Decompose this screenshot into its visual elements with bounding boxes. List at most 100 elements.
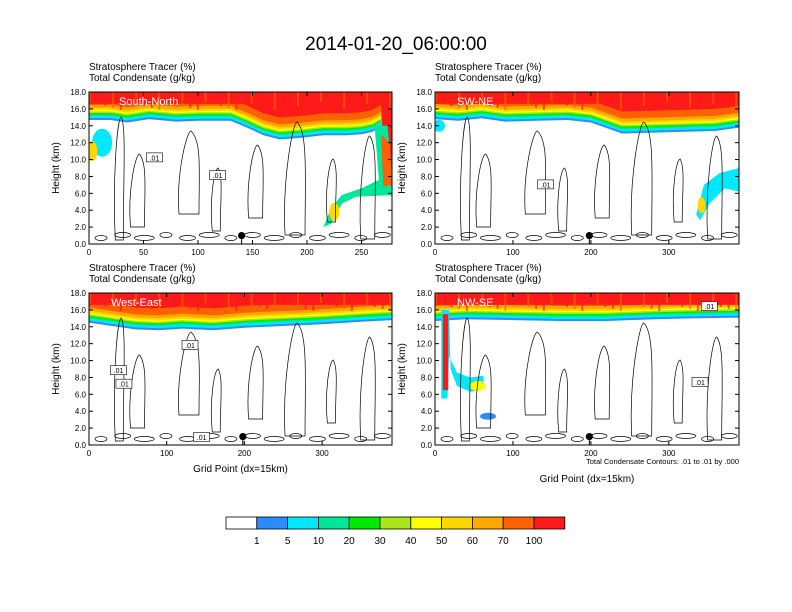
- tracer-streak: [435, 293, 437, 303]
- cloud-contour: [594, 345, 611, 420]
- tracer-streak: [689, 92, 692, 108]
- tracer-streak: [473, 293, 476, 303]
- y-tick-label: 10.0: [70, 357, 86, 366]
- plot-frame: [88, 91, 393, 245]
- tracer-streak: [488, 293, 491, 307]
- x-tick-label: 100: [506, 248, 520, 257]
- tracer-streak: [488, 92, 491, 106]
- tracer-streak: [258, 293, 261, 307]
- tracer-streak: [442, 92, 445, 104]
- tracer-streak: [158, 293, 161, 311]
- colorbar-label: 70: [498, 536, 510, 547]
- colorbar-bin: [287, 516, 319, 530]
- tracer-streak: [373, 92, 376, 106]
- tracer-streak: [204, 293, 207, 303]
- tracer-streak: [227, 92, 230, 108]
- tracer-streak: [235, 92, 238, 110]
- cloud-contour: [114, 116, 125, 241]
- x-tick-label: 0: [433, 248, 438, 257]
- tracer-streak: [304, 92, 307, 108]
- cloud-contour: [159, 433, 173, 439]
- tracer-streak: [219, 293, 222, 307]
- cloud-contour: [480, 436, 501, 442]
- tracer-streak: [127, 293, 130, 303]
- y-tick-label: 2.0: [421, 223, 433, 232]
- y-tick-label: 18.0: [70, 289, 86, 298]
- cloud-contour: [460, 433, 478, 439]
- tracer-streak: [435, 92, 437, 102]
- plot-frame: [434, 292, 740, 446]
- tracer-streak: [573, 92, 576, 108]
- plot-frame: [434, 91, 740, 245]
- tracer-streak: [512, 92, 514, 102]
- tracer-streak: [219, 92, 222, 106]
- x-tick-label: 200: [238, 449, 252, 458]
- tracer-streak: [573, 293, 576, 309]
- cloud-contour: [460, 116, 471, 241]
- tracer-streak: [389, 293, 392, 311]
- condensate-contours: [440, 317, 738, 442]
- tracer-intrusion-core: [442, 314, 449, 391]
- x-axis-label: Grid Point (dx=15km): [540, 474, 635, 485]
- y-tick-label: 2.0: [75, 223, 87, 232]
- tracer-streak: [642, 92, 645, 106]
- tracer-streak: [266, 293, 269, 309]
- cloud-contour: [284, 322, 306, 437]
- tracer-streak: [189, 92, 192, 108]
- panel-title-condensate: Total Condensate (g/kg): [435, 73, 541, 84]
- y-tick-label: 14.0: [416, 122, 432, 131]
- contour-label-box: [181, 340, 199, 350]
- tracer-intrusion-core: [381, 134, 392, 187]
- contour-label-box: [691, 377, 709, 387]
- tracer-cap: [89, 92, 392, 104]
- cloud-contour: [701, 436, 714, 442]
- cloud-contour: [224, 436, 238, 442]
- tracer-streak: [666, 92, 668, 102]
- tracer-streak: [212, 293, 215, 305]
- tracer-streak: [681, 92, 684, 106]
- y-tick-label: 18.0: [416, 289, 432, 298]
- cloud-contour: [460, 317, 471, 442]
- contour-label-box: [701, 301, 718, 311]
- cloud-contour: [675, 433, 697, 439]
- cloud-contour: [263, 235, 285, 241]
- cloud-contour: [289, 433, 303, 439]
- tracer-streak: [389, 92, 392, 110]
- y-tick-label: 16.0: [416, 306, 432, 315]
- tracer-streak: [650, 92, 653, 108]
- tracer-streak: [604, 92, 607, 106]
- tracer-streak: [343, 92, 346, 108]
- cloud-contour: [309, 235, 326, 241]
- cloud-contour: [359, 135, 376, 240]
- cloud-contour: [224, 235, 238, 241]
- tracer-streak: [589, 92, 591, 102]
- y-tick-label: 12.0: [416, 340, 432, 349]
- cloud-contour: [525, 235, 543, 241]
- cross-section-name: West-East: [111, 297, 162, 309]
- tracer-intrusion: [323, 125, 392, 228]
- plot-frame: [88, 292, 393, 446]
- contour-label-box: [537, 179, 554, 190]
- cloud-contour: [570, 436, 584, 442]
- cloud-contour: [655, 436, 673, 442]
- tracer-streak: [250, 92, 253, 104]
- tracer-streak: [296, 293, 299, 307]
- contour-label: .01: [114, 368, 124, 375]
- contour-label: .01: [185, 343, 195, 350]
- cloud-contour: [475, 153, 492, 228]
- y-tick-label: 16.0: [70, 306, 86, 315]
- tracer-streak: [581, 92, 584, 110]
- cloud-contour: [328, 433, 350, 439]
- tracer-streak: [181, 293, 184, 307]
- location-marker: [239, 432, 247, 441]
- contour-label: .01: [705, 304, 715, 311]
- tracer-streak: [565, 293, 568, 307]
- tracer-streak: [719, 293, 722, 307]
- cloud-contour: [440, 436, 454, 442]
- location-marker: [237, 231, 246, 240]
- cloud-contour: [129, 354, 146, 429]
- tracer-streak: [381, 293, 384, 309]
- tracer-streak: [104, 92, 107, 106]
- tracer-streak: [373, 293, 376, 307]
- tracer-streak: [589, 293, 591, 303]
